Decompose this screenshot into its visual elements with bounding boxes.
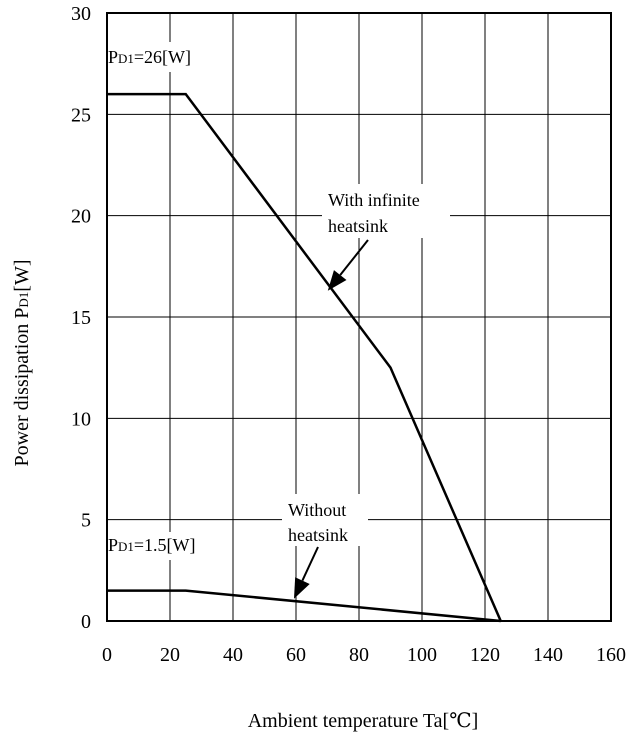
x-tick-label: 80 [349,644,369,666]
x-tick-label: 140 [533,644,563,666]
y-axis-title-suffix: [W] [11,260,33,292]
pd-high-label: PD1=26[W] [108,47,191,67]
grid-lines [107,13,611,621]
y-axis-title-subscript: D1 [16,292,31,308]
x-tick-label: 60 [286,644,306,666]
without-heatsink-label-line1: Without [288,500,346,520]
pd-high-subscript: D1 [118,51,134,66]
with-heatsink-label-line2: heatsink [328,216,388,236]
pd-low-label: PD1=1.5[W] [108,535,196,555]
series-line [107,589,501,623]
y-tick-label: 15 [71,307,91,329]
x-tick-label: 100 [407,644,437,666]
y-tick-label: 5 [81,510,91,532]
tick-labels: 0 20 40 60 80 100 120 140 160 0 5 10 15 20 25 30 [71,3,626,666]
x-tick-label: 20 [160,644,180,666]
pd-high-label-bg [108,42,224,72]
y-axis-title: Power dissipation PD1[W] [11,260,33,467]
annotation-arrows [294,239,369,599]
series-line [107,92,502,622]
without-heatsink-label-line2: heatsink [288,525,348,545]
x-axis-title: Ambient temperature Ta[℃] [248,710,479,732]
y-tick-label: 20 [71,206,91,228]
pd-high-suffix: =26[W] [134,47,191,67]
without-heatsink-label-bg [282,494,368,546]
pd-high-prefix: P [108,47,118,67]
without-heatsink-arrow-shaft [301,546,319,582]
x-tick-label: 0 [102,644,112,666]
y-tick-label: 30 [71,3,91,25]
with-heatsink-arrow-head [327,270,347,291]
series-lines [107,92,502,623]
with-heatsink-label-bg [322,184,450,238]
pd-low-prefix: P [108,535,118,555]
plot-frame [106,12,612,622]
y-tick-label: 25 [71,104,91,126]
x-tick-label: 160 [596,644,626,666]
x-tick-label: 120 [470,644,500,666]
y-axis-title-prefix: Power dissipation P [11,308,33,467]
pd-low-label-bg [108,532,226,560]
with-heatsink-arrow-shaft [339,239,369,276]
y-tick-label: 10 [71,408,91,430]
with-heatsink-label-line1: With infinite [328,190,420,210]
y-tick-label: 0 [81,611,91,633]
without-heatsink-arrow-head [294,577,310,599]
pd-low-subscript: D1 [118,539,134,554]
x-tick-label: 40 [223,644,243,666]
pd-low-suffix: =1.5[W] [134,535,196,555]
